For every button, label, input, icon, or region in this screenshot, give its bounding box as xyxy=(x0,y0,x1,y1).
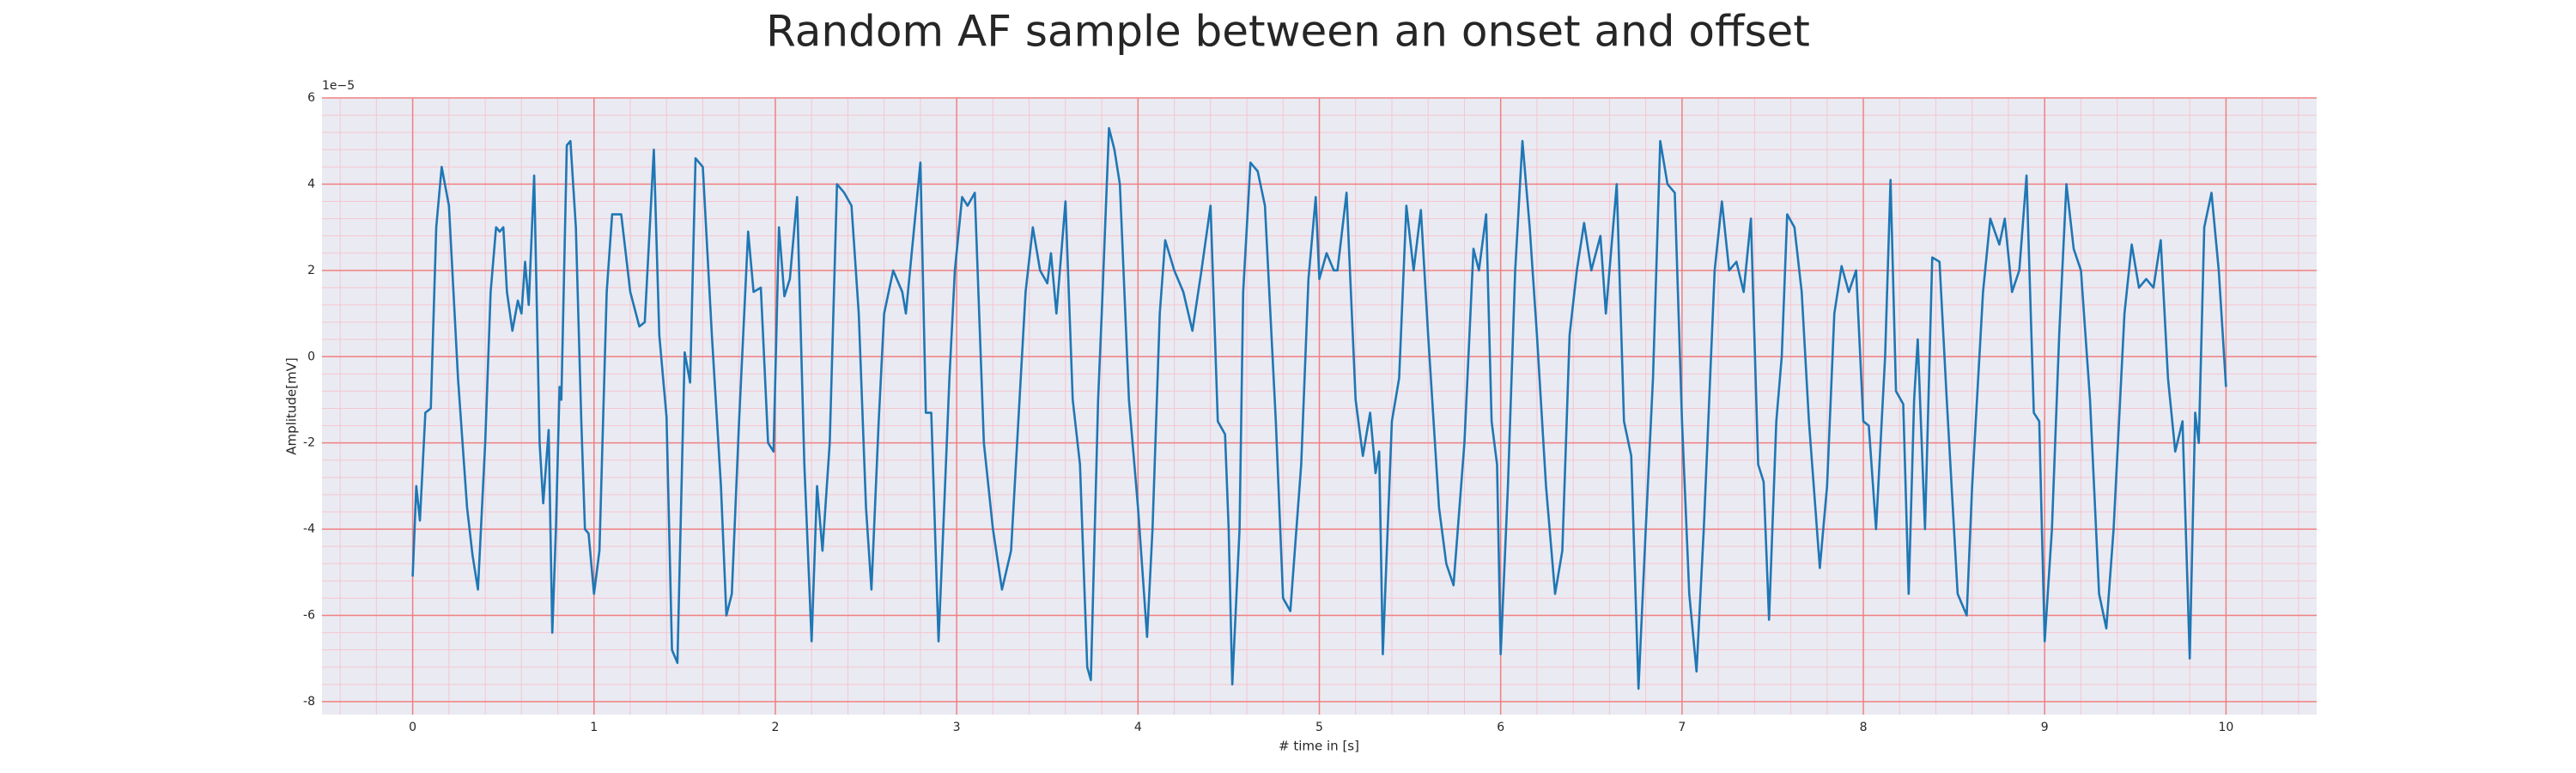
chart-title: Random AF sample between an onset and of… xyxy=(766,7,1810,57)
x-tick-label: 8 xyxy=(1860,721,1868,734)
x-axis-label: # time in [s] xyxy=(1279,739,1359,754)
x-tick-label: 5 xyxy=(1315,721,1323,734)
y-tick-label: -6 xyxy=(303,609,315,623)
x-tick-label: 3 xyxy=(953,721,961,734)
x-tick-label: 4 xyxy=(1134,721,1142,734)
x-tick-label: 7 xyxy=(1678,721,1686,734)
x-tick-label: 6 xyxy=(1497,721,1504,734)
y-tick-label: 2 xyxy=(307,264,315,277)
y-tick-label: 6 xyxy=(307,91,315,105)
y-tick-label: -4 xyxy=(303,522,315,536)
x-tick-label: 10 xyxy=(2218,721,2233,734)
data-line xyxy=(411,126,2227,691)
y-tick-label: -8 xyxy=(303,695,315,709)
x-tick-label: 1 xyxy=(590,721,598,734)
y-tick-label: -2 xyxy=(303,436,315,450)
y-axis-label: Amplitude[mV] xyxy=(284,357,300,454)
x-tick-label: 9 xyxy=(2041,721,2049,734)
y-tick-label: 4 xyxy=(307,177,315,191)
y-tick-label: 0 xyxy=(307,350,315,363)
x-tick-label: 2 xyxy=(771,721,779,734)
plot-area xyxy=(322,97,2317,715)
x-tick-label: 0 xyxy=(409,721,416,734)
y-offset-label: 1e−5 xyxy=(322,79,355,93)
